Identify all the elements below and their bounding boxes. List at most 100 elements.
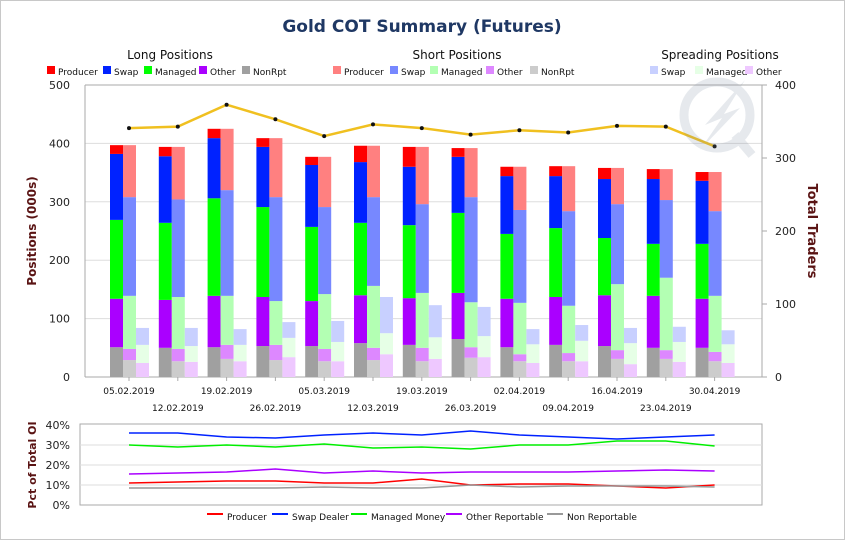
bar-long-producer: [207, 128, 221, 139]
bar-short-nonrpt: [708, 361, 722, 377]
bar-short-managed: [123, 295, 136, 349]
y2-tick-label: 100: [775, 298, 796, 311]
bar-short-nonrpt: [513, 361, 527, 377]
bar-short-managed: [708, 295, 722, 352]
bar-short-other: [464, 347, 478, 358]
legend-label: Managed: [706, 68, 747, 78]
bar-long-nonrpt: [451, 339, 465, 377]
total-traders-point: [419, 126, 424, 131]
total-traders-point: [615, 123, 619, 128]
bar-short-producer: [367, 145, 380, 198]
bar-long-swap: [158, 156, 172, 223]
bar-short-swap: [171, 199, 185, 297]
bar-long-producer: [500, 166, 514, 177]
bar-long-nonrpt: [549, 344, 563, 377]
pct-legend-label: Non Reportable: [567, 513, 637, 523]
legend-swatch: [745, 66, 753, 74]
bar-short-producer: [562, 166, 576, 212]
bar-long-producer: [695, 172, 709, 181]
bar-long-producer: [598, 167, 611, 180]
bar-spreading-managed: [184, 346, 198, 362]
bar-spreading-other: [331, 361, 345, 377]
bar-short-other: [123, 348, 136, 361]
bar-short-producer: [318, 156, 332, 208]
pct-tick-label: 20%: [46, 459, 70, 472]
bar-short-swap: [123, 197, 136, 296]
legend-label: Managed: [155, 68, 196, 78]
bar-long-swap: [207, 138, 221, 199]
bar-long-nonrpt: [158, 347, 172, 377]
bar-long-swap: [695, 180, 709, 244]
bar-short-swap: [708, 211, 722, 296]
bar-short-swap: [562, 211, 576, 306]
bar-short-other: [220, 344, 234, 359]
bar-short-nonrpt: [367, 360, 380, 377]
y-tick-label: 400: [49, 137, 70, 150]
legend-swatch: [144, 66, 152, 74]
bar-short-managed: [562, 305, 576, 354]
pct-legend-label: Swap Dealer: [292, 513, 349, 523]
y-tick-label: 100: [49, 313, 70, 326]
bar-long-other: [305, 301, 319, 347]
total-traders-point: [712, 144, 717, 149]
bar-spreading-managed: [331, 341, 345, 362]
bar-spreading-other: [477, 357, 491, 377]
bar-short-producer: [415, 146, 429, 205]
total-traders-point: [322, 134, 327, 139]
pct-line-other-reportable: [128, 468, 715, 475]
bar-long-managed: [402, 225, 416, 299]
bar-long-producer: [110, 145, 123, 154]
bar-spreading-swap: [575, 325, 589, 341]
pct-tick-label: 10%: [46, 479, 70, 492]
legend-swatch: [650, 66, 658, 74]
bar-short-producer: [171, 146, 185, 200]
bar-long-producer: [256, 138, 270, 147]
bar-short-producer: [464, 148, 478, 198]
bar-spreading-swap: [477, 306, 491, 337]
bar-long-managed: [207, 198, 221, 296]
bar-short-managed: [611, 284, 624, 351]
bar-long-other: [402, 298, 416, 345]
total-traders-point: [371, 122, 375, 127]
legend-header: Spreading Positions: [661, 48, 779, 62]
x-tick-label: 16.04.2019: [591, 387, 643, 397]
x-tick-label: 09.04.2019: [542, 404, 594, 414]
bar-short-swap: [611, 204, 624, 285]
bar-short-nonrpt: [318, 361, 332, 377]
bar-short-managed: [220, 295, 234, 345]
bar-short-other: [562, 353, 576, 362]
bar-long-swap: [549, 176, 563, 229]
bar-short-producer: [708, 172, 722, 212]
bar-long-managed: [451, 212, 465, 293]
y2-tick-label: 400: [775, 79, 796, 92]
bar-spreading-swap: [282, 322, 296, 338]
bar-short-managed: [318, 294, 332, 349]
bar-short-nonrpt: [611, 358, 624, 377]
x-tick-label: 19.02.2019: [201, 387, 253, 397]
bar-short-swap: [415, 204, 429, 293]
bar-short-producer: [659, 169, 673, 201]
chart-title: Gold COT Summary (Futures): [282, 17, 561, 37]
bar-spreading-managed: [380, 333, 393, 355]
bar-long-producer: [305, 156, 319, 166]
x-tick-label: 12.03.2019: [347, 404, 399, 414]
bar-short-swap: [318, 207, 332, 295]
bar-spreading-managed: [136, 344, 149, 363]
legend-label: Managed: [441, 68, 482, 78]
bar-spreading-other: [380, 354, 393, 377]
bar-long-other: [598, 295, 611, 347]
bar-long-nonrpt: [207, 347, 221, 377]
bar-short-other: [415, 347, 429, 362]
bar-long-other: [207, 295, 221, 348]
total-traders-point: [175, 124, 180, 129]
total-traders-point: [517, 128, 522, 133]
bar-short-other: [171, 348, 185, 362]
bar-spreading-managed: [575, 340, 589, 362]
bar-long-swap: [110, 153, 123, 220]
bar-spreading-swap: [184, 327, 198, 347]
bar-long-swap: [354, 162, 367, 223]
bar-long-nonrpt: [402, 344, 416, 377]
legend-label: Other: [497, 68, 523, 78]
bar-long-managed: [305, 226, 319, 302]
bar-long-managed: [500, 233, 514, 299]
